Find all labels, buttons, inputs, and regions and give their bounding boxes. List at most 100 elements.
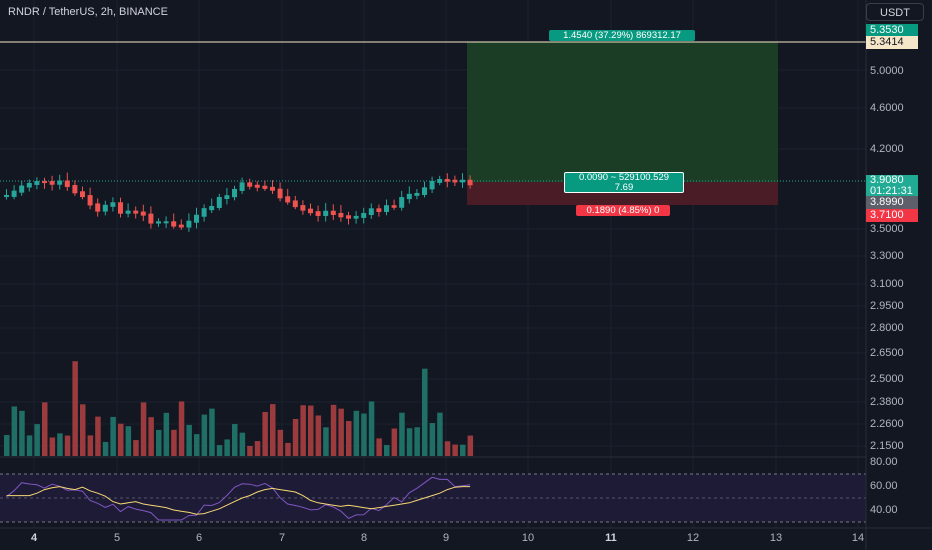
volume-bar — [399, 412, 405, 456]
position-center-label[interactable]: 0.0090 ~ 529100.529 7.69 — [564, 172, 684, 193]
candle-body — [171, 221, 177, 227]
volume-bar — [384, 445, 390, 456]
volume-bar — [156, 429, 162, 456]
candle-body — [11, 190, 17, 197]
candle-body — [323, 210, 329, 216]
stop-label[interactable]: 0.1890 (4.85%) 0 — [576, 205, 670, 216]
volume-bar — [209, 408, 215, 456]
volume-bar — [26, 435, 33, 456]
candle-body — [57, 180, 63, 185]
candle-body — [277, 188, 283, 199]
candle-body — [315, 211, 321, 216]
price-axis-label: 2.1500 — [870, 440, 904, 452]
price-axis-label: 2.6500 — [870, 347, 904, 359]
volume-bar — [414, 427, 420, 456]
candle-body — [429, 180, 435, 190]
volume-bar — [125, 426, 132, 456]
candle-body — [452, 179, 458, 183]
volume-bar — [292, 418, 299, 456]
candle-body — [376, 208, 382, 212]
price-axis-label: 4.2000 — [870, 143, 904, 155]
candle-body — [262, 185, 268, 189]
candle-body — [26, 182, 32, 188]
target-label[interactable]: 1.4540 (37.29%) 869312.17 — [549, 30, 695, 41]
candle-body — [422, 187, 427, 195]
volume-bar — [247, 445, 253, 456]
candle-body — [300, 205, 306, 211]
volume-bars — [4, 361, 474, 456]
volume-bar — [323, 427, 329, 456]
candle-body — [308, 208, 313, 214]
volume-bar — [406, 428, 413, 456]
volume-bar — [254, 441, 261, 456]
time-axis-label: 8 — [360, 532, 368, 544]
candle-body — [87, 195, 93, 206]
volume-bar — [346, 421, 352, 456]
last-price-tag: 3.9080 01:21:31 — [866, 175, 918, 197]
volume-bar — [95, 416, 101, 456]
candle-body — [72, 185, 78, 194]
stop-price-tag: 3.7100 — [866, 209, 918, 222]
volume-bar — [262, 411, 268, 456]
candle-body — [353, 215, 359, 219]
candle-body — [239, 182, 245, 191]
entry-price-tag: 3.8990 — [866, 196, 918, 209]
volume-bar — [194, 434, 200, 456]
volume-bar — [201, 414, 208, 456]
volume-bar — [429, 423, 436, 456]
volume-bar — [232, 424, 238, 456]
candle-body — [444, 178, 450, 182]
volume-bar — [308, 405, 314, 456]
candle-body — [34, 181, 40, 185]
price-axis-label: 2.5000 — [870, 373, 904, 385]
candle-body — [406, 193, 412, 200]
price-axis-label: 3.5000 — [870, 223, 904, 235]
alert-price-tag[interactable]: 5.3414 — [866, 36, 918, 49]
bar-countdown: 01:21:31 — [870, 185, 913, 197]
volume-bar — [178, 401, 185, 456]
volume-bar — [42, 402, 48, 456]
volume-bar — [285, 442, 291, 456]
time-axis-label: 14 — [851, 532, 865, 544]
volume-bar — [361, 413, 367, 456]
volume-bar — [72, 361, 78, 456]
target-price-tag: 5.3530 — [866, 24, 918, 37]
symbol-title[interactable]: RNDR / TetherUS, 2h, BINANCE — [8, 6, 168, 18]
price-axis-label: 4.6000 — [870, 102, 904, 114]
volume-bar — [64, 435, 71, 456]
currency-button[interactable]: USDT — [866, 3, 924, 21]
volume-bar — [19, 410, 25, 456]
candle-body — [232, 188, 237, 198]
candle-body — [437, 178, 443, 183]
candle-body — [414, 192, 420, 196]
candle-body — [201, 208, 207, 217]
candle-body — [64, 180, 70, 188]
volume-bar — [300, 405, 306, 456]
candle-body — [163, 221, 169, 224]
candle-body — [95, 203, 101, 212]
time-axis-label: 6 — [195, 532, 203, 544]
loss-zone[interactable] — [467, 182, 778, 205]
time-axis-label: 10 — [521, 532, 535, 544]
time-axis-label: 13 — [769, 532, 783, 544]
volume-bar — [437, 412, 443, 456]
candle-body — [209, 205, 215, 211]
volume-bar — [391, 428, 398, 456]
candle-body — [399, 197, 405, 208]
volume-bar — [171, 429, 177, 456]
volume-bar — [4, 435, 10, 456]
volume-bar — [376, 438, 382, 456]
rsi-line — [6, 476, 471, 521]
profit-zone[interactable] — [467, 42, 778, 182]
volume-bar — [186, 424, 192, 456]
volume-bar — [34, 424, 40, 456]
rsi-axis-label: 80.00 — [870, 456, 898, 468]
candle-body — [140, 211, 146, 216]
volume-bar — [216, 445, 223, 456]
candle-body — [49, 181, 55, 185]
volume-bar — [368, 401, 375, 456]
position-center-line1: 0.0090 ~ 529100.529 — [578, 172, 670, 183]
volume-bar — [444, 441, 451, 456]
candle-body — [19, 185, 25, 193]
